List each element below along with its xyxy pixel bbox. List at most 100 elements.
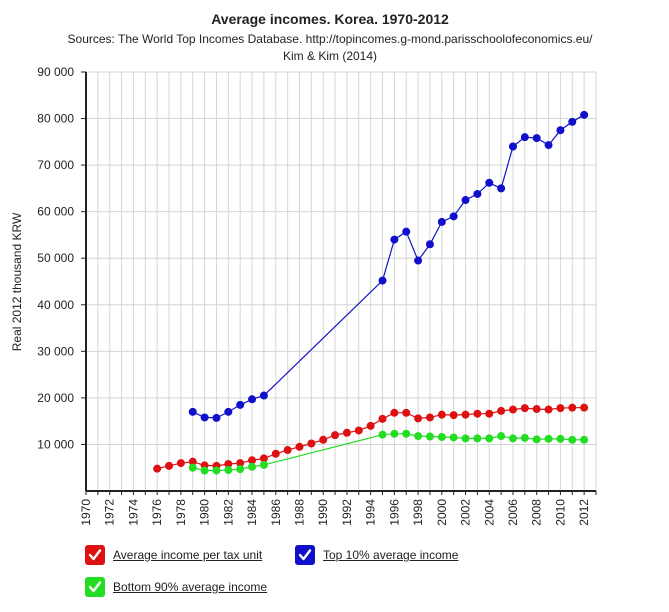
data-point[interactable]	[378, 430, 387, 439]
data-point[interactable]	[580, 110, 589, 119]
data-point[interactable]	[390, 429, 399, 438]
data-point[interactable]	[461, 410, 470, 419]
data-point[interactable]	[520, 404, 529, 413]
data-point[interactable]	[248, 462, 257, 471]
data-point[interactable]	[354, 426, 363, 435]
y-tick-label: 10 000	[37, 437, 74, 451]
data-point[interactable]	[236, 459, 245, 468]
data-point[interactable]	[485, 409, 494, 418]
data-point[interactable]	[236, 400, 245, 409]
data-point[interactable]	[259, 460, 268, 469]
data-point[interactable]	[508, 405, 517, 414]
data-point[interactable]	[200, 466, 209, 475]
data-point[interactable]	[485, 434, 494, 443]
data-point[interactable]	[212, 466, 221, 475]
data-point[interactable]	[497, 184, 506, 193]
data-point[interactable]	[414, 414, 423, 423]
data-point[interactable]	[188, 457, 197, 466]
data-point[interactable]	[402, 227, 411, 236]
data-point[interactable]	[461, 196, 470, 205]
data-point[interactable]	[248, 456, 257, 465]
data-point[interactable]	[449, 212, 458, 221]
y-tick-label: 30 000	[37, 344, 74, 358]
data-point[interactable]	[461, 434, 470, 443]
data-point[interactable]	[153, 464, 162, 473]
data-point[interactable]	[568, 403, 577, 412]
data-point[interactable]	[580, 435, 589, 444]
data-point[interactable]	[378, 276, 387, 285]
data-point[interactable]	[212, 413, 221, 422]
data-point[interactable]	[283, 446, 292, 455]
data-point[interactable]	[437, 410, 446, 419]
data-point[interactable]	[520, 133, 529, 142]
x-tick-label: 2006	[506, 499, 520, 526]
data-point[interactable]	[544, 434, 553, 443]
data-point[interactable]	[236, 465, 245, 474]
data-point[interactable]	[331, 431, 340, 440]
data-point[interactable]	[342, 428, 351, 437]
data-point[interactable]	[390, 408, 399, 417]
data-point[interactable]	[248, 395, 257, 404]
data-point[interactable]	[414, 432, 423, 441]
data-point[interactable]	[402, 408, 411, 417]
legend-item-bottom-90[interactable]: Bottom 90% average income	[85, 577, 267, 597]
x-tick-label: 1994	[364, 499, 378, 526]
data-point[interactable]	[224, 459, 233, 468]
data-point[interactable]	[473, 409, 482, 418]
data-point[interactable]	[425, 413, 434, 422]
data-point[interactable]	[473, 189, 482, 198]
legend-item-top-10[interactable]: Top 10% average income	[295, 545, 458, 565]
x-tick-label: 1978	[174, 499, 188, 526]
data-point[interactable]	[319, 435, 328, 444]
data-point[interactable]	[449, 411, 458, 420]
data-point[interactable]	[165, 461, 174, 470]
data-point[interactable]	[176, 459, 185, 468]
data-point[interactable]	[259, 391, 268, 400]
data-point[interactable]	[580, 403, 589, 412]
data-point[interactable]	[497, 406, 506, 415]
data-point[interactable]	[532, 405, 541, 414]
data-point[interactable]	[414, 256, 423, 265]
data-point[interactable]	[224, 466, 233, 475]
x-tick-label: 2010	[553, 499, 567, 526]
data-point[interactable]	[437, 432, 446, 441]
data-point[interactable]	[544, 405, 553, 414]
data-point[interactable]	[508, 142, 517, 151]
data-point[interactable]	[200, 413, 209, 422]
data-point[interactable]	[568, 435, 577, 444]
data-point[interactable]	[556, 434, 565, 443]
data-point[interactable]	[485, 178, 494, 187]
data-point[interactable]	[378, 414, 387, 423]
data-point[interactable]	[271, 449, 280, 458]
data-point[interactable]	[188, 407, 197, 416]
data-point[interactable]	[402, 429, 411, 438]
data-point[interactable]	[520, 433, 529, 442]
data-point[interactable]	[508, 434, 517, 443]
data-point[interactable]	[556, 126, 565, 135]
x-tick-label: 2004	[482, 499, 496, 526]
data-point[interactable]	[532, 435, 541, 444]
data-point[interactable]	[473, 434, 482, 443]
data-point[interactable]	[556, 404, 565, 413]
data-point[interactable]	[259, 454, 268, 463]
data-point[interactable]	[568, 117, 577, 126]
data-point[interactable]	[532, 134, 541, 143]
data-point[interactable]	[425, 240, 434, 249]
data-point[interactable]	[307, 439, 316, 448]
x-tick-label: 2000	[435, 499, 449, 526]
data-point[interactable]	[425, 432, 434, 441]
data-point[interactable]	[188, 463, 197, 472]
x-tick-label: 1974	[126, 499, 140, 526]
y-tick-label: 40 000	[37, 298, 74, 312]
data-point[interactable]	[224, 407, 233, 416]
data-point[interactable]	[497, 432, 506, 441]
axes	[81, 71, 597, 495]
data-point[interactable]	[449, 433, 458, 442]
legend-item-average-income[interactable]: Average income per tax unit	[85, 545, 262, 565]
legend-label: Bottom 90% average income	[113, 580, 268, 594]
data-point[interactable]	[295, 442, 304, 451]
data-point[interactable]	[390, 235, 399, 244]
data-point[interactable]	[366, 421, 375, 430]
data-point[interactable]	[437, 217, 446, 226]
data-point[interactable]	[544, 141, 553, 150]
